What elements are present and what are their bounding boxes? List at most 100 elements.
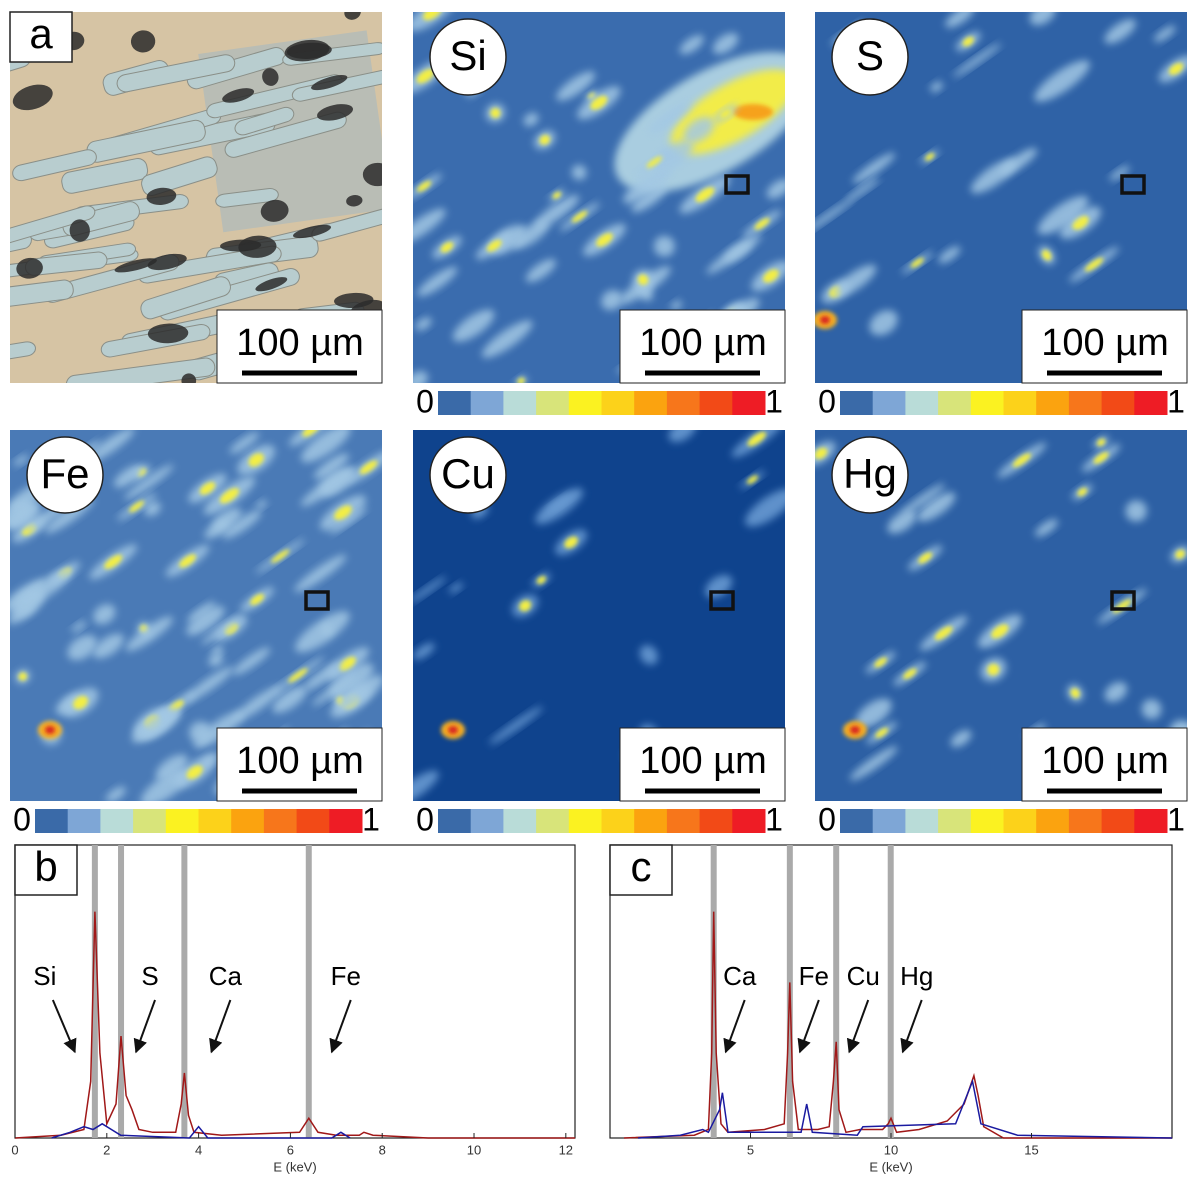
colorbar-segment <box>68 809 101 833</box>
colorbar-segment <box>1036 809 1069 833</box>
x-tick-label: 6 <box>287 1142 294 1157</box>
colorbar-segment <box>938 809 971 833</box>
colorbar-segment <box>438 809 471 833</box>
colorbar-min: 0 <box>416 383 434 419</box>
colorbar-segment <box>35 809 68 833</box>
colorbar-min: 0 <box>818 801 836 837</box>
colorbar-segment <box>569 391 602 415</box>
colorbar-max: 1 <box>765 801 783 837</box>
colorbar-segment <box>1102 809 1135 833</box>
colorbar-max: 1 <box>765 383 783 419</box>
peak-label: Si <box>33 961 56 991</box>
colorbar-segment <box>133 809 166 833</box>
colorbar-segment <box>873 391 906 415</box>
colorbar-segment <box>905 391 938 415</box>
spectrum-chart: SiSCaFe024681012E (keV)b <box>11 843 575 1174</box>
panel-label: b <box>34 843 57 890</box>
plot-frame <box>15 845 575 1138</box>
x-tick-label: 10 <box>884 1142 898 1157</box>
colorbar-max: 1 <box>1167 801 1185 837</box>
scale-bar-label: 100 µm <box>236 322 364 364</box>
x-tick-label: 15 <box>1024 1142 1038 1157</box>
peak-label: S <box>141 961 158 991</box>
colorbar-segment <box>503 391 536 415</box>
colorbar-segment <box>602 391 635 415</box>
colorbar-segment <box>471 391 504 415</box>
colorbar-segment <box>634 809 667 833</box>
colorbar-segment <box>700 809 733 833</box>
peak-label: Fe <box>799 961 829 991</box>
colorbar-segment <box>840 809 873 833</box>
colorbar-segment <box>938 391 971 415</box>
colorbar-segment <box>199 809 232 833</box>
x-tick-label: 12 <box>559 1142 573 1157</box>
colorbar-segment <box>1134 809 1167 833</box>
hotspot <box>850 726 860 734</box>
scale-bar-label: 100 µm <box>639 322 767 364</box>
colorbar-segment <box>231 809 264 833</box>
map-panel: Hg 100 µm 0 1 <box>802 430 1193 837</box>
spectrum-chart: CaFeCuHg51015E (keV)c <box>610 843 1172 1174</box>
colorbar-segment <box>667 809 700 833</box>
colorbar-segment <box>971 391 1004 415</box>
x-axis-label: E (keV) <box>869 1159 912 1174</box>
colorbar-segment <box>329 809 362 833</box>
panel-label: Cu <box>441 450 495 497</box>
scale-bar-label: 100 µm <box>639 740 767 782</box>
colorbar-segment <box>700 391 733 415</box>
x-tick-label: 4 <box>195 1142 202 1157</box>
colorbar-segment <box>905 809 938 833</box>
colorbar-segment <box>1069 809 1102 833</box>
x-tick-label: 0 <box>11 1142 18 1157</box>
panel-label: Hg <box>843 450 897 497</box>
colorbar-max: 1 <box>1167 383 1185 419</box>
hotspot <box>733 104 773 120</box>
scale-bar-label: 100 µm <box>236 740 364 782</box>
colorbar-min: 0 <box>818 383 836 419</box>
x-tick-label: 8 <box>379 1142 386 1157</box>
map-panel: S 100 µm 0 1 <box>800 0 1193 419</box>
colorbar-segment <box>840 391 873 415</box>
panel-label: Si <box>449 32 486 79</box>
colorbar-segment <box>667 391 700 415</box>
colorbar-segment <box>732 391 765 415</box>
peak-label: Ca <box>723 961 757 991</box>
map-panel: a 100 µm <box>0 3 434 404</box>
colorbar-segment <box>297 809 330 833</box>
panel-label: S <box>856 32 884 79</box>
colorbar-segment <box>1036 391 1069 415</box>
colorbar-segment <box>602 809 635 833</box>
peak-label: Fe <box>331 961 361 991</box>
colorbar-segment <box>569 809 602 833</box>
figure: a100 µmSi100 µm01S100 µm01Fe100 µm01Cu10… <box>0 0 1193 1184</box>
colorbar-segment <box>536 391 569 415</box>
peak-label: Ca <box>209 961 243 991</box>
colorbar-segment <box>503 809 536 833</box>
colorbar-min: 0 <box>416 801 434 837</box>
panel-label: a <box>29 10 53 57</box>
colorbar-segment <box>873 809 906 833</box>
colorbar-max: 1 <box>362 801 380 837</box>
hotspot <box>820 316 830 324</box>
colorbar-segment <box>1134 391 1167 415</box>
colorbar-segment <box>1102 391 1135 415</box>
colorbar-segment <box>264 809 297 833</box>
peak-label: Hg <box>900 961 933 991</box>
map-panel: Si100 µm01 <box>394 0 834 419</box>
colorbar-segment <box>438 391 471 415</box>
panel-label: Fe <box>40 450 89 497</box>
x-axis-label: E (keV) <box>273 1159 316 1174</box>
hotspot <box>448 726 458 734</box>
hotspot <box>45 726 55 734</box>
colorbar-segment <box>100 809 133 833</box>
colorbar-segment <box>634 391 667 415</box>
map-panel: Cu 100 µm 0 1 <box>387 414 800 837</box>
colorbar-segment <box>471 809 504 833</box>
scale-bar-label: 100 µm <box>1041 740 1169 782</box>
x-tick-label: 2 <box>103 1142 110 1157</box>
panel-label: c <box>631 843 652 890</box>
colorbar-segment <box>732 809 765 833</box>
colorbar-segment <box>1069 391 1102 415</box>
scale-bar-label: 100 µm <box>1041 322 1169 364</box>
